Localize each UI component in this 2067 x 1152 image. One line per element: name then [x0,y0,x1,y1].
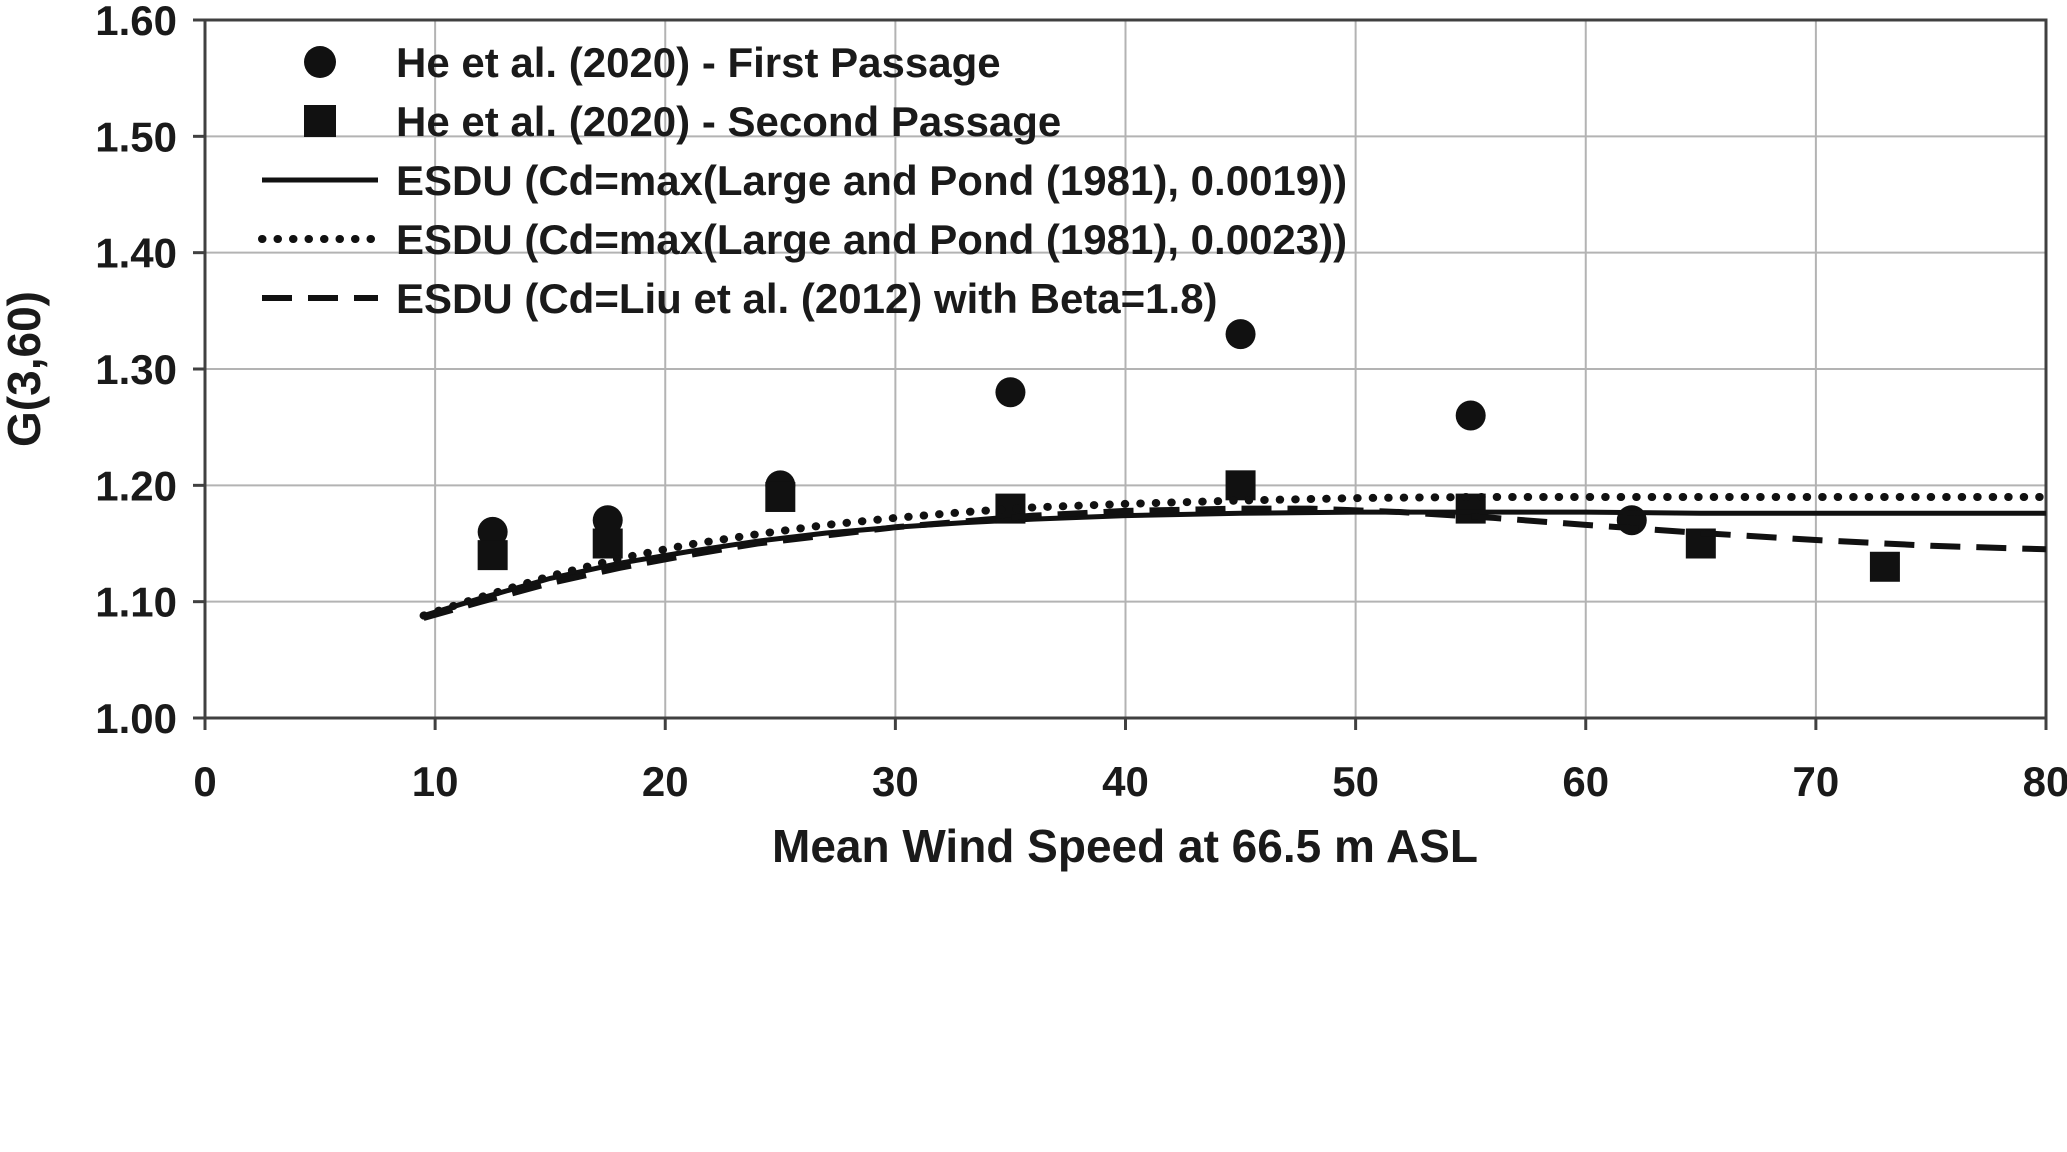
x-tick-label: 70 [1793,758,1840,805]
marker-square [1225,470,1256,501]
marker-circle [592,505,623,536]
legend-marker-square [304,105,336,137]
legend-label: ESDU (Cd=max(Large and Pond (1981), 0.00… [396,157,1347,204]
marker-circle [477,516,508,547]
y-tick-label: 1.30 [95,346,177,393]
x-tick-label: 30 [872,758,919,805]
x-tick-label: 60 [1562,758,1609,805]
y-tick-label: 1.00 [95,695,177,742]
x-tick-label: 0 [193,758,216,805]
legend-label: He et al. (2020) - Second Passage [396,98,1061,145]
y-tick-label: 1.10 [95,579,177,626]
legend-label: He et al. (2020) - First Passage [396,39,1001,86]
series-line-solid [422,509,2046,618]
x-tick-label: 80 [2023,758,2067,805]
marker-square [1869,551,1900,582]
y-tick-label: 1.20 [95,462,177,509]
y-tick-label: 1.60 [95,0,177,44]
x-tick-label: 50 [1332,758,1379,805]
series-line-dotted [419,493,2050,620]
marker-circle [1225,319,1256,350]
legend-marker-circle [304,46,336,78]
chart-layers: 0 10 20 30 40 50 60 70 80 1.00 1.10 1.20 1.30 1.40 1.5… [95,0,2067,805]
y-axis-title: G(3,60) [0,291,50,447]
marker-circle [1455,400,1486,431]
y-tick-label: 1.40 [95,230,177,277]
marker-circle [995,377,1026,408]
x-tick-label: 40 [1102,758,1149,805]
legend-label: ESDU (Cd=Liu et al. (2012) with Beta=1.8… [396,275,1218,322]
x-tick-label: 10 [412,758,459,805]
x-axis-title: Mean Wind Speed at 66.5 m ASL [772,820,1478,872]
marker-square [592,528,623,559]
marker-square [477,540,508,571]
marker-square [765,481,796,512]
y-tick-label: 1.50 [95,113,177,160]
series-line-dashed [422,505,2047,621]
x-tick-label: 20 [642,758,689,805]
legend-label: ESDU (Cd=max(Large and Pond (1981), 0.00… [396,216,1347,263]
